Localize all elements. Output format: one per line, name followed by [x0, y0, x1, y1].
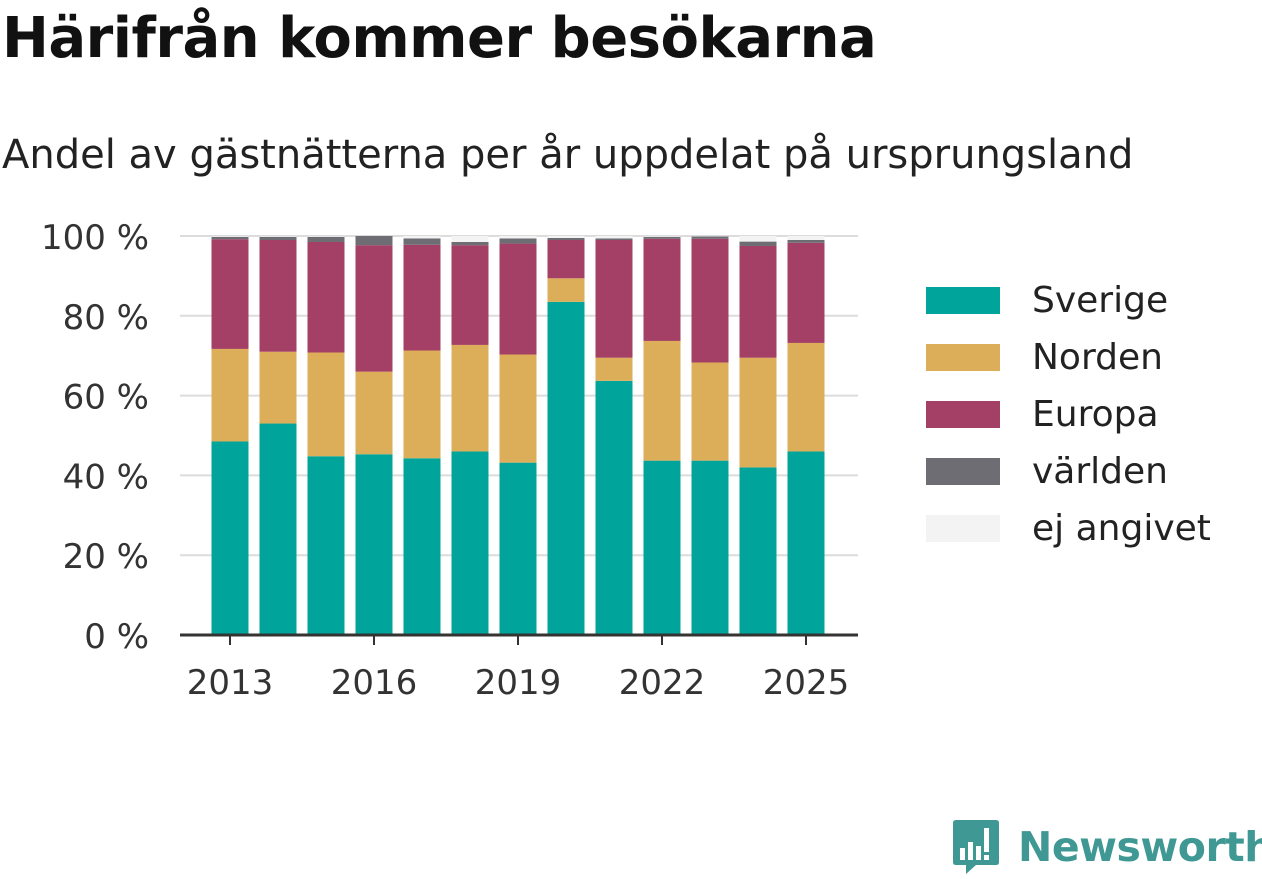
bar-segment — [259, 236, 297, 237]
legend-item: Norden — [926, 329, 1211, 386]
bar-segment — [739, 241, 777, 246]
bar-segment — [259, 236, 297, 240]
bar-segment — [643, 460, 681, 635]
chart-legend: Sverige Norden Europa världen ej angivet — [926, 272, 1211, 557]
bar-segment — [595, 238, 633, 240]
legend-swatch — [926, 515, 1000, 542]
bar-segment — [547, 236, 585, 238]
bar-segment — [403, 238, 441, 245]
bar-segment — [595, 239, 633, 358]
bar-segment — [307, 352, 345, 457]
bar-segment — [403, 458, 441, 635]
y-tick-label: 40 % — [63, 457, 149, 497]
bar-segment — [787, 239, 825, 243]
bar-segment — [691, 238, 729, 363]
bar-segment — [691, 362, 729, 461]
legend-label: världen — [1032, 451, 1168, 492]
bar-segment — [547, 237, 585, 240]
x-tick-label: 2013 — [187, 663, 274, 703]
legend-swatch — [926, 458, 1000, 485]
bar-segment — [307, 236, 345, 237]
legend-item: ej angivet — [926, 500, 1211, 557]
bar-segment — [499, 238, 537, 244]
legend-label: Sverige — [1032, 280, 1169, 321]
bar-segment — [451, 236, 489, 242]
bar-segment — [643, 238, 681, 341]
bar-segment — [211, 239, 249, 349]
bar-segment — [787, 242, 825, 343]
bar-segment — [739, 357, 777, 468]
y-tick-label: 80 % — [63, 298, 149, 338]
legend-swatch — [926, 401, 1000, 428]
bar-segment — [211, 236, 249, 237]
bar-segment — [259, 351, 297, 424]
bar-segment — [307, 456, 345, 635]
bar-segment — [499, 462, 537, 635]
legend-swatch — [926, 287, 1000, 314]
legend-label: ej angivet — [1032, 508, 1211, 549]
bar-segment — [355, 245, 393, 372]
bar-segment — [595, 357, 633, 381]
x-tick-label: 2019 — [475, 663, 562, 703]
bar-segment — [499, 243, 537, 355]
legend-item: Sverige — [926, 272, 1211, 329]
legend-label: Norden — [1032, 337, 1163, 378]
bar-segment — [739, 245, 777, 358]
bar-segment — [691, 236, 729, 239]
bar-segment — [307, 241, 345, 353]
legend-item: Europa — [926, 386, 1211, 443]
bar-segment — [451, 245, 489, 345]
bar-segment — [739, 236, 777, 242]
bar-segment — [451, 451, 489, 635]
bar-segment — [691, 460, 729, 635]
bar-segment — [643, 340, 681, 461]
bar-segment — [403, 244, 441, 351]
bar-segment — [451, 344, 489, 452]
bar-segment — [355, 454, 393, 635]
bar-segment — [451, 241, 489, 246]
bar-segment — [547, 239, 585, 279]
bar-segment — [499, 236, 537, 239]
chart-subtitle: Andel av gästnätterna per år uppdelat på… — [2, 132, 1134, 178]
brand-name: Newsworthy — [1018, 823, 1262, 871]
bar-segment — [403, 350, 441, 459]
y-tick-label: 60 % — [63, 378, 149, 418]
bar-segment — [643, 236, 681, 239]
bar-segment — [787, 451, 825, 635]
bar-segment — [547, 301, 585, 635]
bar-segment — [547, 278, 585, 302]
bar-segment — [787, 342, 825, 452]
legend-item: världen — [926, 443, 1211, 500]
bar-segment — [259, 239, 297, 352]
bar-segment — [403, 236, 441, 239]
bar-segment — [643, 236, 681, 237]
bar-segment — [211, 348, 249, 442]
bar-segment — [307, 236, 345, 242]
bar-segment — [595, 236, 633, 239]
bar-segment — [211, 236, 249, 240]
legend-swatch — [926, 344, 1000, 371]
brand-logo: Newsworthy — [952, 818, 1262, 876]
x-tick-label: 2025 — [763, 663, 850, 703]
y-tick-label: 100 % — [41, 218, 149, 258]
bar-segment — [739, 467, 777, 635]
bar-segment — [595, 380, 633, 635]
bar-segment — [211, 441, 249, 635]
y-tick-label: 20 % — [63, 537, 149, 577]
bar-segment — [499, 354, 537, 463]
bar-segment — [787, 236, 825, 240]
y-tick-label: 0 % — [84, 617, 149, 657]
bar-chart-speech-bubble-icon — [953, 820, 999, 874]
bar-segment — [259, 423, 297, 635]
bar-segment — [355, 236, 393, 246]
x-tick-label: 2016 — [331, 663, 418, 703]
x-tick-label: 2022 — [619, 663, 706, 703]
legend-label: Europa — [1032, 394, 1159, 435]
chart-title: Härifrån kommer besökarna — [2, 6, 877, 71]
bar-segment — [355, 371, 393, 455]
